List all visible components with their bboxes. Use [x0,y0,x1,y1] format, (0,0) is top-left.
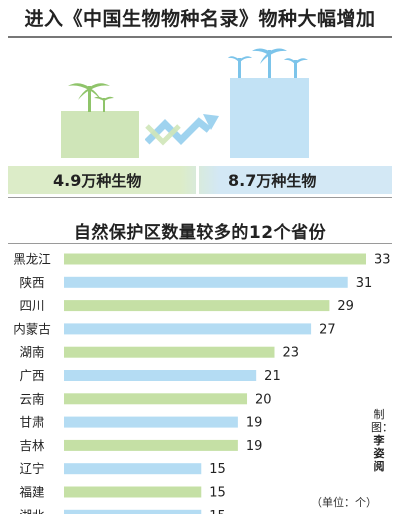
value-label: 23 [282,346,299,361]
value-label: 20 [255,392,272,407]
category-label: 湖南 [19,345,44,360]
infographic-title: 进入《中国生物物种名录》物种大幅增加 [24,8,376,30]
category-label: 福建 [19,485,45,500]
value-label: 19 [246,439,263,454]
value-label: 29 [337,299,354,314]
value-label: 19 [246,416,263,431]
after-species-label: 8.7万种生物 [228,170,316,191]
value-label: 33 [374,253,391,268]
bar-7 [64,393,248,405]
value-label: 15 [209,462,226,477]
value-label: 31 [356,276,373,291]
category-label: 广西 [19,368,44,383]
category-label: 内蒙古 [13,321,51,336]
value-label: 15 [209,486,226,501]
bar-8 [64,416,238,428]
before-species-label: 4.9万种生物 [53,170,141,191]
palm-trees-icon [228,48,308,78]
after-species-block [230,78,309,158]
growth-arrow-icon [145,114,219,148]
palm-tree-icon [68,83,114,112]
chart-title: 自然保护区数量较多的12个省份 [73,223,327,243]
bar-5 [64,346,275,358]
category-label: 吉林 [19,438,45,453]
value-label: 21 [264,369,281,384]
bar-1 [64,253,366,265]
chart-title-rule [8,243,392,244]
category-label: 黑龙江 [13,252,51,267]
before-species-block [61,111,139,158]
credit: 制图： 李姿阅 [371,408,393,473]
species-comparison-bar [8,166,392,194]
section-divider [8,197,392,198]
category-label: 云南 [19,391,44,406]
bar-10 [64,463,202,475]
bar-3 [64,300,330,312]
bar-9 [64,439,238,451]
value-label: 15 [209,509,226,514]
value-label: 27 [319,322,336,337]
bar-4 [64,323,312,335]
after-species-unit: 万种生物 [256,172,317,190]
chart-unit: （单位：个） [311,496,377,509]
title-rule [8,36,392,38]
before-species-value: 4.9 [53,171,82,190]
category-label: 甘肃 [19,415,44,430]
credit-author: 李姿阅 [373,434,385,473]
category-label: 四川 [19,298,44,313]
before-species-unit: 万种生物 [81,172,142,190]
bar-12 [64,509,202,514]
after-species-value: 8.7 [228,171,257,190]
bar-6 [64,370,257,381]
bar-11 [64,486,202,498]
category-label: 陕西 [19,275,44,290]
comparison-divider [196,166,199,194]
credit-label: 制图： [371,408,393,434]
category-label: 湖北 [19,508,45,514]
category-label: 辽宁 [19,461,44,476]
bar-2 [64,276,348,288]
